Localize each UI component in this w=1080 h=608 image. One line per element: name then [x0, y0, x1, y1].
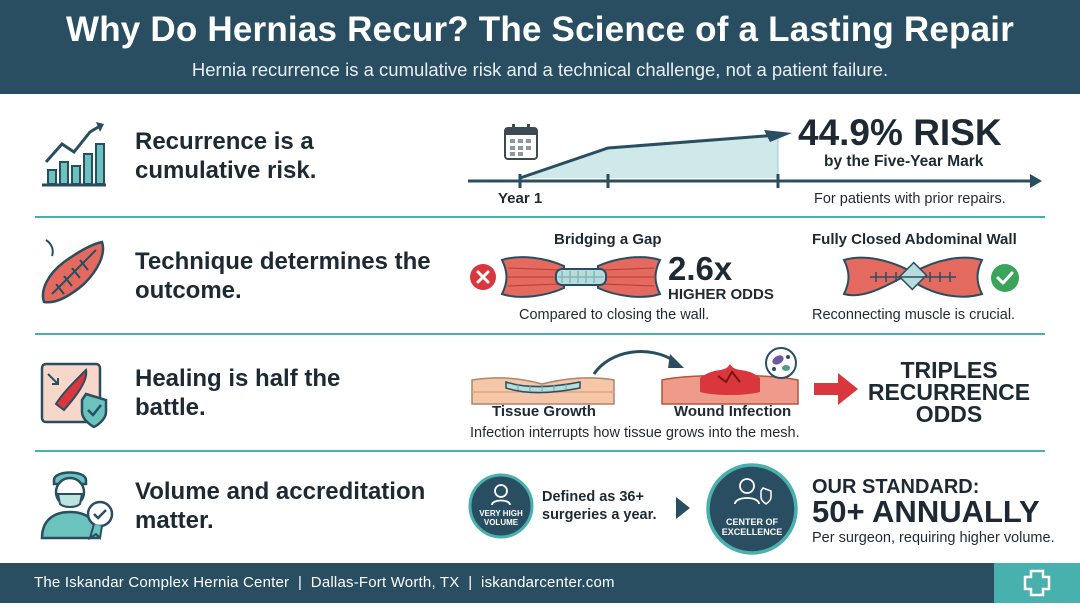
progression-arrow — [592, 350, 684, 375]
higher-odds-caption: HIGHER ODDS — [668, 286, 774, 303]
row-divider — [35, 333, 1045, 335]
calendar-icon — [504, 124, 538, 160]
sutured-muscle-icon — [41, 239, 105, 304]
five-year-risk-stat: 44.9% RISK — [798, 112, 1002, 153]
standard-value: 50+ ANNUALLY — [812, 494, 1040, 529]
high-volume-badge — [468, 473, 534, 539]
row4-title: Volume and accreditation matter. — [135, 478, 426, 534]
row3-title: Healing is half the battle. — [135, 365, 341, 421]
center-of-excellence-label: CENTER OF EXCELLENCE — [721, 517, 783, 537]
closed-wall-label: Fully Closed Abdominal Wall — [812, 231, 1017, 248]
row-divider — [35, 450, 1045, 452]
reconnect-note: Reconnecting muscle is crucial. — [812, 307, 1016, 323]
chart-start-label: Year 1 — [498, 190, 543, 207]
prior-repairs-note: For patients with prior repairs. — [814, 191, 1006, 207]
bacteria-icon — [765, 347, 797, 379]
surgeon-award-icon — [40, 471, 114, 540]
chevron-right-icon — [676, 497, 690, 519]
row1-title: Recurrence is a cumulative risk. — [135, 128, 317, 184]
row-divider — [35, 216, 1045, 218]
odds-multiplier-stat: 2.6x — [668, 250, 733, 287]
high-volume-badge-label: VERY HIGH VOLUME — [479, 509, 523, 527]
five-year-risk-caption: by the Five-Year Mark — [824, 153, 984, 170]
row2-title: Technique determines the outcome. — [135, 248, 431, 304]
standard-label: OUR STANDARD: — [812, 476, 980, 498]
error-x-icon — [470, 264, 496, 290]
triples-odds-result: TRIPLES RECURRENCE ODDS — [867, 357, 1031, 427]
tissue-growth-label: Tissue Growth — [492, 403, 596, 420]
medical-cross-icon — [994, 563, 1080, 603]
check-icon — [991, 264, 1019, 292]
red-arrow-icon — [814, 373, 858, 405]
standard-note: Per surgeon, requiring higher volume. — [812, 530, 1055, 546]
cumulative-risk-chart — [468, 130, 1042, 188]
wound-infection-illustration — [661, 364, 799, 405]
bridged-gap-muscle-illustration — [500, 256, 662, 298]
center-of-excellence-badge — [706, 463, 798, 555]
wound-infection-label: Wound Infection — [674, 403, 792, 420]
tissue-growth-illustration — [471, 377, 615, 405]
header-banner: Why Do Hernias Recur? The Science of a L… — [0, 0, 1080, 94]
wound-shield-icon — [40, 362, 108, 428]
page-subtitle: Hernia recurrence is a cumulative risk a… — [191, 59, 889, 80]
footer-text: The Iskandar Complex Hernia Center | Dal… — [34, 574, 615, 591]
closed-wall-muscle-illustration — [842, 256, 984, 298]
comparison-note: Compared to closing the wall. — [519, 307, 710, 323]
growth-chart-icon — [42, 122, 106, 187]
page-title: Why Do Hernias Recur? The Science of a L… — [65, 10, 1015, 49]
footer-bar: The Iskandar Complex Hernia Center | Dal… — [0, 563, 1080, 603]
infection-note: Infection interrupts how tissue grows in… — [470, 425, 800, 441]
volume-definition: Defined as 36+ surgeries a year. — [542, 489, 657, 523]
bridging-gap-label: Bridging a Gap — [554, 231, 662, 248]
